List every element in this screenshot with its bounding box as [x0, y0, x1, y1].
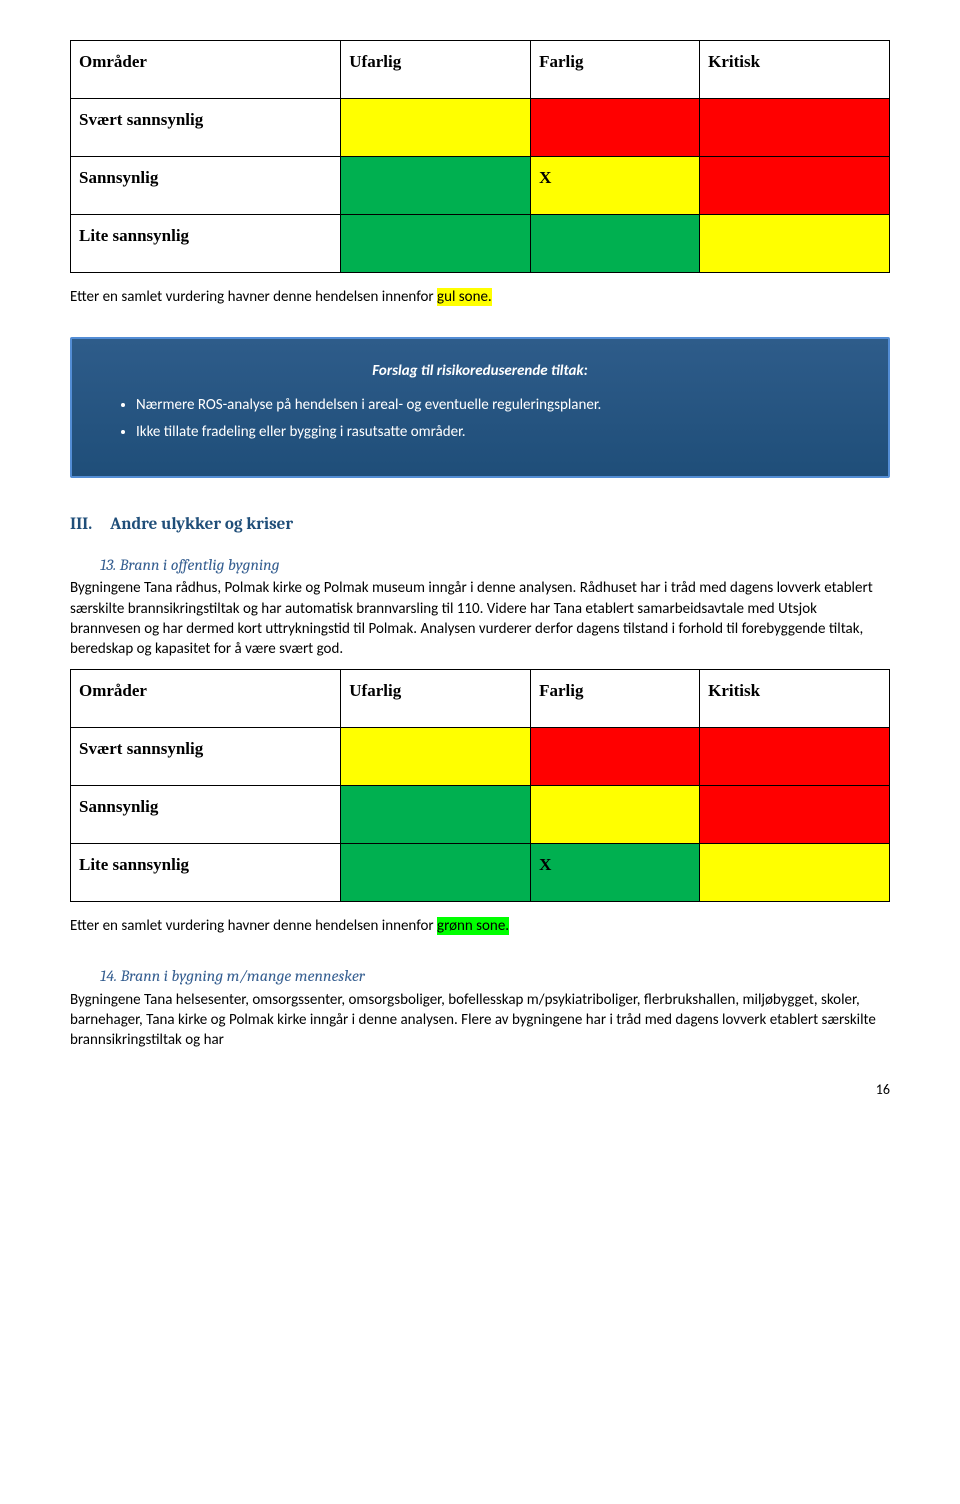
- risk-cell: [531, 98, 700, 156]
- risk-reduction-callout: Forslag til risikoreduserende tiltak: Næ…: [70, 337, 890, 478]
- table-row: Lite sannsynlig: [71, 214, 890, 272]
- risk-cell: [341, 844, 531, 902]
- matrix2-header-2: Farlig: [531, 670, 700, 728]
- para-14: Bygningene Tana helsesenter, omsorgssent…: [70, 990, 890, 1051]
- summary-2: Etter en samlet vurdering havner denne h…: [70, 916, 890, 936]
- section-3-num: III.: [70, 515, 92, 534]
- matrix1-header-1: Ufarlig: [341, 41, 531, 99]
- risk-matrix-2: Områder Ufarlig Farlig Kritisk Svært san…: [70, 669, 890, 902]
- section-3-heading: III. Andre ulykker og kriser: [70, 514, 890, 537]
- risk-cell: [341, 98, 531, 156]
- callout-title: Forslag til risikoreduserende tiltak:: [100, 361, 860, 381]
- callout-item: Nærmere ROS-analyse på hendelsen i areal…: [136, 395, 860, 415]
- summary2-prefix: Etter en samlet vurdering havner denne h…: [70, 917, 437, 935]
- table-row: Sannsynlig: [71, 786, 890, 844]
- matrix1-header-0: Områder: [71, 41, 341, 99]
- risk-cell: [700, 214, 890, 272]
- summary2-highlight: grønn sone.: [437, 917, 509, 935]
- risk-cell: [700, 728, 890, 786]
- sub-13-num: 13.: [100, 556, 116, 574]
- risk-cell: [341, 156, 531, 214]
- risk-cell: [341, 728, 531, 786]
- matrix2-header-3: Kritisk: [700, 670, 890, 728]
- summary1-prefix: Etter en samlet vurdering havner denne h…: [70, 288, 437, 306]
- risk-cell: X: [531, 844, 700, 902]
- callout-item: Ikke tillate fradeling eller bygging i r…: [136, 422, 860, 442]
- table-row: Svært sannsynlig: [71, 728, 890, 786]
- matrix1-header-row: Områder Ufarlig Farlig Kritisk: [71, 41, 890, 99]
- risk-cell: [531, 214, 700, 272]
- row-label: Sannsynlig: [71, 156, 341, 214]
- risk-matrix-1: Områder Ufarlig Farlig Kritisk Svært san…: [70, 40, 890, 273]
- sub-13-title: Brann i offentlig bygning: [120, 556, 280, 574]
- row-label: Svært sannsynlig: [71, 98, 341, 156]
- risk-cell: [700, 786, 890, 844]
- row-label: Lite sannsynlig: [71, 844, 341, 902]
- risk-cell: [531, 728, 700, 786]
- risk-cell: [531, 786, 700, 844]
- section-3-title: Andre ulykker og kriser: [110, 515, 293, 534]
- callout-list: Nærmere ROS-analyse på hendelsen i areal…: [100, 395, 860, 442]
- sub-14-title: Brann i bygning m/mange mennesker: [121, 967, 365, 985]
- risk-cell: [700, 156, 890, 214]
- row-label: Sannsynlig: [71, 786, 341, 844]
- matrix1-header-3: Kritisk: [700, 41, 890, 99]
- row-label: Lite sannsynlig: [71, 214, 341, 272]
- table-row: Lite sannsynlig X: [71, 844, 890, 902]
- table-row: Sannsynlig X: [71, 156, 890, 214]
- matrix2-header-row: Områder Ufarlig Farlig Kritisk: [71, 670, 890, 728]
- risk-cell: [341, 786, 531, 844]
- summary1-highlight: gul sone.: [437, 288, 492, 306]
- table-row: Svært sannsynlig: [71, 98, 890, 156]
- page-number: 16: [70, 1081, 890, 1100]
- summary-1: Etter en samlet vurdering havner denne h…: [70, 287, 890, 307]
- sub-14-num: 14.: [100, 967, 117, 985]
- row-label: Svært sannsynlig: [71, 728, 341, 786]
- risk-cell: X: [531, 156, 700, 214]
- risk-cell: [700, 98, 890, 156]
- matrix2-header-1: Ufarlig: [341, 670, 531, 728]
- risk-cell: [700, 844, 890, 902]
- sub-13-heading: 13. Brann i offentlig bygning: [100, 555, 890, 577]
- risk-cell: [341, 214, 531, 272]
- para-13: Bygningene Tana rådhus, Polmak kirke og …: [70, 578, 890, 659]
- matrix2-header-0: Områder: [71, 670, 341, 728]
- sub-14-heading: 14. Brann i bygning m/mange mennesker: [100, 966, 890, 988]
- matrix1-header-2: Farlig: [531, 41, 700, 99]
